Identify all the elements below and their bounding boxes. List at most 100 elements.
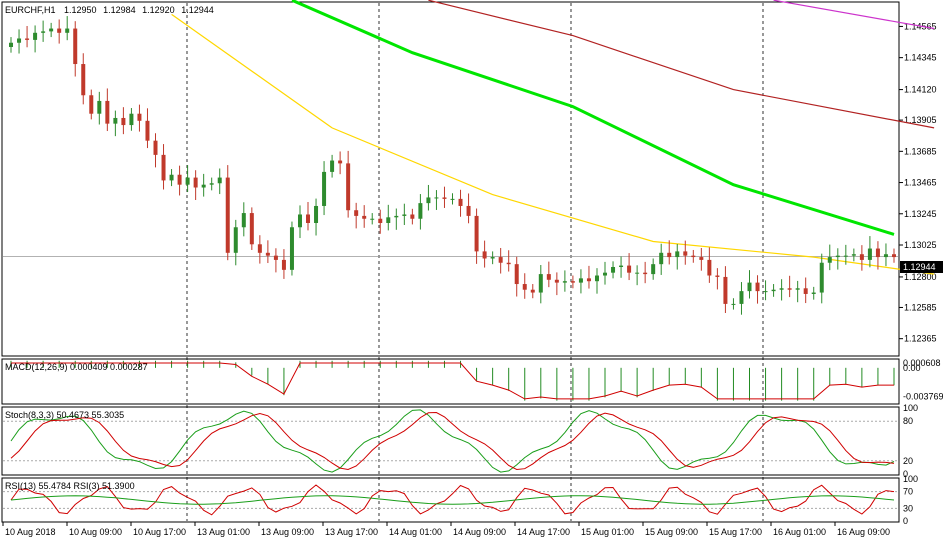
candle-body (787, 288, 792, 290)
candle-body (394, 215, 399, 218)
stoch-tick-label: 80 (903, 416, 913, 426)
moving-average-line (773, 0, 935, 30)
candle-body (185, 177, 190, 185)
candle-body (514, 264, 519, 285)
candle-body (362, 215, 367, 219)
candle-body (546, 274, 551, 280)
time-tick-label: 13 Aug 17:00 (325, 527, 378, 537)
candle-body (562, 281, 567, 283)
candle-body (193, 177, 198, 188)
open-value: 1.12950 (64, 5, 97, 15)
candle-body (209, 183, 214, 185)
candle-body (426, 197, 431, 204)
candle-body (570, 281, 575, 283)
low-value: 1.12920 (142, 5, 175, 15)
candle-body (466, 205, 471, 216)
time-tick-label: 14 Aug 01:00 (389, 527, 442, 537)
candle-body (739, 291, 744, 304)
rsi-tick-label: 100 (903, 474, 918, 484)
rsi-tick-label: 0 (903, 516, 908, 526)
candle-body (827, 257, 832, 263)
day-separators (186, 3, 764, 521)
candle-body (603, 272, 608, 276)
candle-body (651, 264, 656, 275)
time-tick-label: 15 Aug 01:00 (581, 527, 634, 537)
price-tick-label: 1.13025 (904, 240, 937, 250)
candle-body (490, 257, 495, 259)
candle-body (867, 248, 872, 260)
stoch-tick-label: 20 (903, 456, 913, 466)
price-tick-label: 1.13685 (904, 146, 937, 156)
moving-average-line (291, 0, 895, 236)
candle-body (105, 100, 110, 124)
symbol: EURCHF,H1 (5, 5, 56, 15)
stoch-tick-label: 0 (903, 469, 908, 479)
time-tick-label: 13 Aug 01:00 (197, 527, 250, 537)
candle-body (201, 184, 206, 188)
candle-body (153, 140, 158, 155)
candle-body (241, 213, 246, 228)
candle-body (297, 214, 302, 228)
stoch-signal-line (10, 411, 895, 471)
macd-tick-label: -0.003769 (903, 392, 943, 402)
candle-body (402, 214, 407, 216)
price-panel[interactable] (1, 1, 900, 357)
candle-body (81, 64, 86, 96)
candle-body (659, 252, 664, 265)
time-tick-label: 10 Aug 2018 (5, 527, 56, 537)
candle-body (763, 291, 768, 293)
candle-body (89, 95, 94, 114)
high-value: 1.12984 (103, 5, 136, 15)
candle-body (715, 275, 720, 277)
candle-body (257, 244, 262, 253)
price-tick-label: 1.14120 (904, 85, 937, 95)
time-axis: 10 Aug 2018 10 Aug 09:00 10 Aug 17:00 13 Au… (2, 522, 890, 537)
candle-body (835, 255, 840, 258)
candle-body (25, 38, 30, 40)
candle-body (530, 289, 535, 293)
candle-body (498, 257, 503, 263)
stoch-title: Stoch(8,3,3) 50.4673 55.3035 (5, 410, 124, 420)
candle-body (113, 117, 118, 124)
candle-body (747, 282, 752, 292)
macd-signal-line (11, 362, 894, 400)
candle-body (875, 248, 880, 258)
current-price-label: 1.12944 (903, 262, 936, 272)
candle-body (851, 254, 856, 256)
candle-body (859, 254, 864, 260)
candle-body (249, 213, 254, 245)
candle-body (811, 292, 816, 294)
candle-body (41, 31, 46, 33)
candle-body (233, 227, 238, 253)
time-tick-label: 10 Aug 09:00 (69, 527, 122, 537)
candle-body (73, 28, 78, 65)
candle-body (306, 214, 311, 223)
stoch-indicator: 100 80 20 0 (3, 403, 918, 479)
rsi-tick-label: 30 (903, 503, 913, 513)
candle-body (506, 262, 511, 265)
candle-body (522, 284, 527, 290)
macd-title: MACD(12,26,9) 0.000409 0.000287 (5, 362, 148, 372)
candle-body (707, 259, 712, 276)
candle-body (691, 255, 696, 258)
time-tick-label: 15 Aug 17:00 (709, 527, 762, 537)
candle-body (49, 28, 54, 32)
moving-average-line (171, 13, 935, 275)
candle-body (699, 257, 704, 260)
close-value: 1.12944 (181, 5, 214, 15)
candle-body (675, 251, 680, 258)
candle-body (346, 163, 351, 211)
rsi-panel[interactable] (1, 477, 900, 523)
time-tick-label: 14 Aug 09:00 (453, 527, 506, 537)
stoch-main-line (10, 409, 895, 473)
candle-body (161, 154, 166, 181)
candle-body (779, 288, 784, 290)
price-tick-label: 1.14345 (904, 53, 937, 63)
stoch-panel[interactable] (1, 406, 900, 476)
candle-body (474, 215, 479, 252)
candle-body (314, 205, 319, 223)
candle-body (442, 197, 447, 199)
candle-body (643, 272, 648, 275)
candle-body (619, 265, 624, 267)
